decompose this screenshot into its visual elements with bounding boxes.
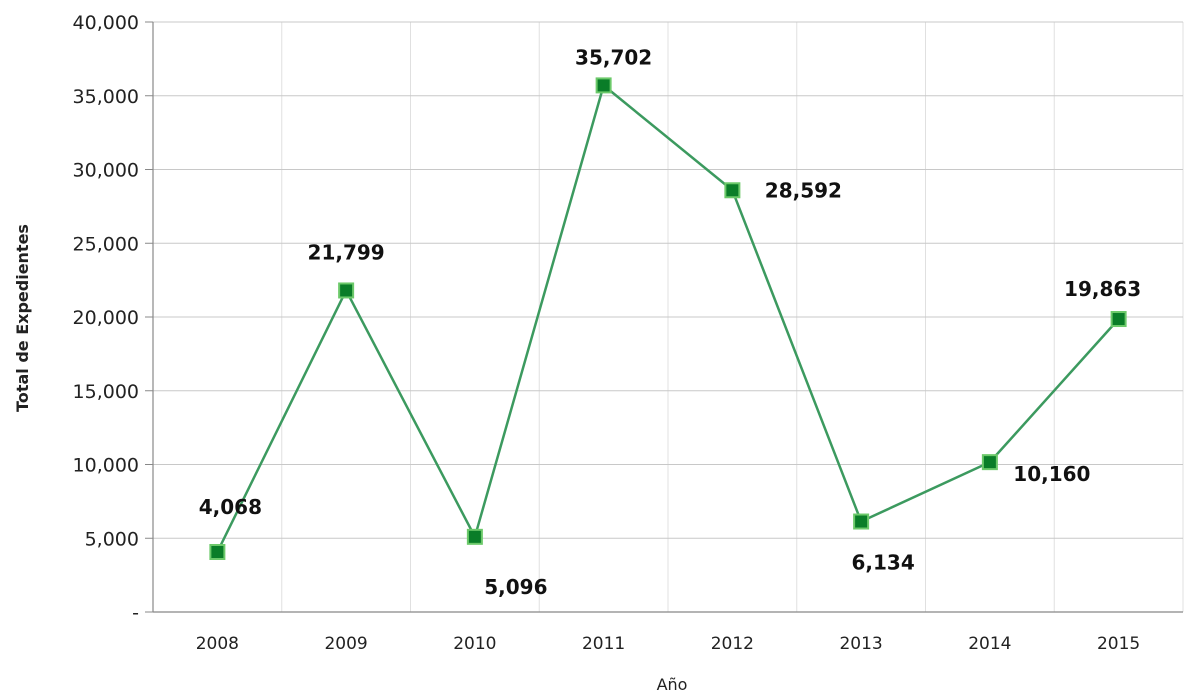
y-tick-label: - <box>132 602 139 624</box>
data-point-marker <box>724 182 741 199</box>
x-tick-label: 2012 <box>711 634 754 654</box>
series-polyline <box>216 84 1120 553</box>
series-markers <box>209 77 1127 560</box>
data-labels: 4,068 21,799 5,096 35,702 28,592 6,134 10,160 1… <box>199 45 1141 598</box>
y-tick-label: 10,000 <box>73 455 139 477</box>
data-point-marker <box>209 543 226 560</box>
data-point-marker <box>981 454 998 471</box>
x-tick-label: 2013 <box>839 634 882 654</box>
data-label: 10,160 <box>1013 462 1090 486</box>
data-point-marker <box>466 528 483 545</box>
data-label: 35,702 <box>575 45 652 69</box>
x-tick-label: 2008 <box>196 634 239 654</box>
grid-lines <box>153 21 1184 612</box>
series-line <box>216 84 1120 553</box>
x-tick-label: 2011 <box>582 634 625 654</box>
y-tick-label: 40,000 <box>73 12 139 34</box>
data-label: 4,068 <box>199 495 262 519</box>
data-point-marker <box>853 513 870 530</box>
data-label: 19,863 <box>1064 277 1141 301</box>
y-axis-label: Total de Expedientes <box>13 224 32 412</box>
data-point-marker <box>595 77 612 94</box>
x-tick-label: 2014 <box>968 634 1011 654</box>
x-tick-label: 2015 <box>1097 634 1140 654</box>
data-label: 5,096 <box>484 575 547 599</box>
y-tick-label: 15,000 <box>73 381 139 403</box>
data-label: 28,592 <box>765 178 842 202</box>
data-label: 6,134 <box>851 551 914 575</box>
data-point-marker <box>338 282 355 299</box>
y-tick-label: 5,000 <box>85 528 139 550</box>
data-label: 21,799 <box>308 240 385 264</box>
y-tick-label: 30,000 <box>73 160 139 182</box>
x-tick-label: 2009 <box>324 634 367 654</box>
y-tick-label: 25,000 <box>73 233 139 255</box>
x-axis-label: Año <box>657 675 688 694</box>
data-point-marker <box>1110 311 1127 328</box>
x-axis-ticks: 2008 2009 2010 2011 2012 2013 2014 2015 <box>196 634 1141 654</box>
y-axis-ticks: - 5,000 10,000 15,000 20,000 25,000 30,000 35,0… <box>73 12 153 624</box>
y-tick-label: 20,000 <box>73 307 139 329</box>
y-tick-label: 35,000 <box>73 86 139 108</box>
x-tick-label: 2010 <box>453 634 496 654</box>
